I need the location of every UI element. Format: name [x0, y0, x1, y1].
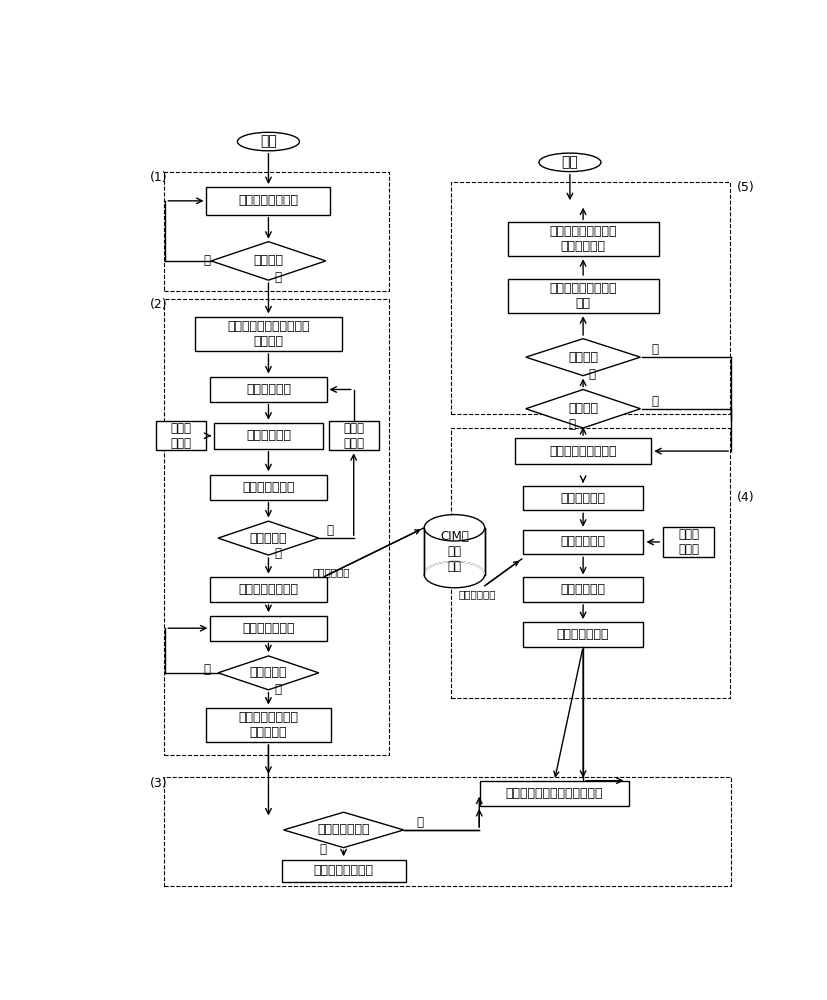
Polygon shape	[218, 656, 319, 690]
Text: 适配器发送连接请求: 适配器发送连接请求	[549, 445, 617, 458]
FancyBboxPatch shape	[523, 577, 643, 602]
Ellipse shape	[424, 515, 485, 541]
Text: 与适配器建立通信；接收
消息文件: 与适配器建立通信；接收 消息文件	[227, 320, 309, 348]
Text: 是: 是	[416, 816, 423, 829]
Text: 检验通过？: 检验通过？	[250, 532, 287, 545]
Text: 消息是否有效？: 消息是否有效？	[318, 823, 370, 836]
FancyBboxPatch shape	[210, 577, 327, 602]
Text: 是: 是	[275, 547, 281, 560]
FancyBboxPatch shape	[328, 421, 379, 450]
Text: 查询映
射规则: 查询映 射规则	[170, 422, 191, 450]
Text: 发送消息至总线相
应接口队列: 发送消息至总线相 应接口队列	[238, 711, 299, 739]
Text: (1): (1)	[150, 171, 168, 184]
FancyBboxPatch shape	[207, 187, 331, 215]
Text: 适配器读取消息: 适配器读取消息	[557, 628, 609, 641]
Text: 消息一致性校验: 消息一致性校验	[242, 622, 294, 635]
Text: 系统发送连接请求: 系统发送连接请求	[238, 194, 299, 207]
Ellipse shape	[539, 153, 601, 172]
Text: (3): (3)	[150, 777, 168, 790]
FancyBboxPatch shape	[480, 781, 629, 806]
Text: 开始: 开始	[260, 135, 277, 149]
FancyBboxPatch shape	[214, 423, 323, 449]
Text: 结束: 结束	[562, 155, 578, 169]
FancyBboxPatch shape	[523, 486, 643, 510]
Text: 模型数据出库: 模型数据出库	[458, 589, 496, 599]
Text: 是: 是	[588, 368, 595, 381]
Text: CIM共
源模
型库: CIM共 源模 型库	[440, 530, 469, 573]
Text: 建立连接；接收消息
文件: 建立连接；接收消息 文件	[549, 282, 617, 310]
FancyBboxPatch shape	[210, 475, 327, 500]
FancyBboxPatch shape	[508, 222, 658, 256]
Text: 否: 否	[203, 254, 210, 267]
Text: 修改映
射规则: 修改映 射规则	[343, 422, 364, 450]
FancyBboxPatch shape	[206, 708, 332, 742]
Polygon shape	[526, 339, 640, 376]
Text: 系统处理消息文件，
返回处理结果: 系统处理消息文件， 返回处理结果	[549, 225, 617, 253]
Text: 消息文件解析: 消息文件解析	[561, 583, 605, 596]
FancyBboxPatch shape	[282, 860, 405, 882]
Text: 接口闲？: 接口闲？	[568, 402, 598, 415]
Text: 消息路由到目标系统接口队列: 消息路由到目标系统接口队列	[505, 787, 603, 800]
Text: 数据模型转换: 数据模型转换	[246, 429, 291, 442]
Text: 数据模型转换: 数据模型转换	[561, 535, 605, 548]
Text: 消息文件重新封装: 消息文件重新封装	[238, 583, 299, 596]
Ellipse shape	[237, 132, 299, 151]
Polygon shape	[284, 812, 404, 848]
Text: 检验通过？: 检验通过？	[250, 666, 287, 679]
Text: 是: 是	[275, 683, 281, 696]
Text: 消息文件解析: 消息文件解析	[246, 383, 291, 396]
FancyBboxPatch shape	[195, 317, 342, 351]
Text: 模型数据入库: 模型数据入库	[313, 567, 350, 577]
FancyBboxPatch shape	[424, 528, 485, 575]
Text: 消息存入死信队列: 消息存入死信队列	[313, 864, 374, 877]
Text: 是: 是	[569, 418, 576, 431]
Text: (4): (4)	[738, 491, 755, 504]
FancyBboxPatch shape	[210, 377, 327, 402]
Text: 否: 否	[326, 524, 333, 537]
Text: 接口闲？: 接口闲？	[253, 254, 284, 267]
FancyBboxPatch shape	[515, 438, 651, 464]
Polygon shape	[211, 242, 326, 280]
Text: 模型一致性检验: 模型一致性检验	[242, 481, 294, 494]
Text: (5): (5)	[738, 181, 755, 194]
Text: 否: 否	[203, 663, 211, 676]
FancyBboxPatch shape	[508, 279, 658, 312]
FancyBboxPatch shape	[155, 421, 206, 450]
Polygon shape	[218, 521, 319, 555]
Text: 查询映
射规则: 查询映 射规则	[678, 528, 699, 556]
Ellipse shape	[424, 561, 485, 588]
Text: 否: 否	[652, 395, 658, 408]
Text: 否: 否	[652, 343, 658, 356]
FancyBboxPatch shape	[663, 527, 714, 557]
Text: 消息文件封装: 消息文件封装	[561, 492, 605, 505]
Text: 否: 否	[319, 843, 326, 856]
Text: 接口闲？: 接口闲？	[568, 351, 598, 364]
Polygon shape	[526, 389, 640, 428]
FancyBboxPatch shape	[523, 530, 643, 554]
FancyBboxPatch shape	[523, 622, 643, 647]
Text: (2): (2)	[150, 298, 168, 311]
Text: 是: 是	[275, 271, 281, 284]
FancyBboxPatch shape	[210, 616, 327, 641]
